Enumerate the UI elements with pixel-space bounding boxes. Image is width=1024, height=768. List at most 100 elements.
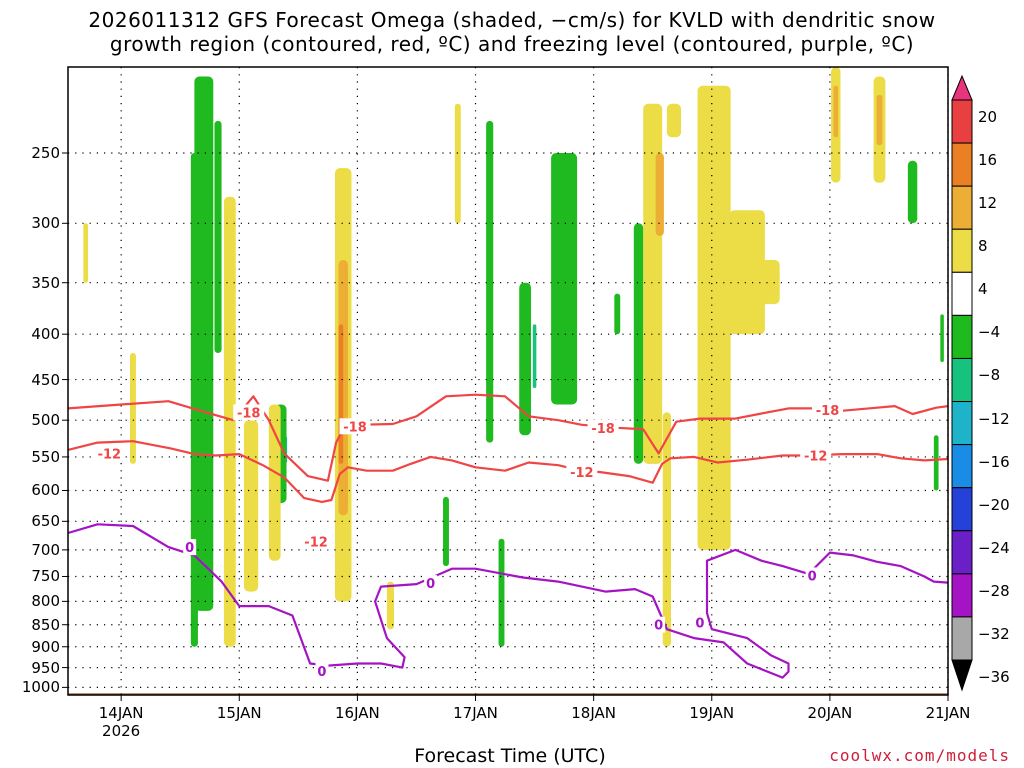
colorbar-label: −20 <box>978 495 1010 514</box>
colorbar-top-arrow <box>951 74 973 101</box>
y-tick-label-350: 350 <box>31 273 60 292</box>
colorbar-segment-3 <box>951 185 973 230</box>
omega-shade-region-18 <box>486 120 494 443</box>
omega-shade-region-10 <box>268 404 281 561</box>
omega-shade-region-39 <box>940 314 944 363</box>
y-tick-label-850: 850 <box>31 615 60 634</box>
colorbar-segment-5 <box>951 271 973 316</box>
colorbar-label: 12 <box>978 194 998 213</box>
contour-label-bg-0-3 <box>812 402 844 419</box>
contour-label-1-3: -12 <box>804 450 828 465</box>
x-tick-label-20JAN: 20JAN <box>807 704 853 722</box>
contour-label-1-0: -12 <box>98 447 122 462</box>
colorbar-bottom-arrow <box>951 659 973 692</box>
colorbar-label: 8 <box>978 237 988 256</box>
omega-shade-region-12 <box>83 223 89 283</box>
y-tick-label-500: 500 <box>31 411 60 430</box>
contour-label-bg-2-2 <box>424 575 438 592</box>
contour-label-1-1: -12 <box>304 536 328 551</box>
plot-frame <box>67 66 949 696</box>
omega-shade-region-37 <box>907 160 918 224</box>
y-tick-label-400: 400 <box>31 325 60 344</box>
omega-shade-region-27 <box>655 153 664 236</box>
colorbar-label: 16 <box>978 151 998 170</box>
y-tick-label-900: 900 <box>31 637 60 656</box>
y-tick-label-250: 250 <box>31 144 60 162</box>
contour-label-bg-0-1 <box>339 418 371 435</box>
omega-shade-region-17 <box>454 103 461 224</box>
omega-shade-region-23 <box>443 496 449 567</box>
y-tick-label-450: 450 <box>31 370 60 389</box>
contour-label-bg-1-3 <box>800 447 832 464</box>
omega-shade-region-16 <box>386 581 395 630</box>
omega-shade-region-32 <box>750 260 780 305</box>
x-tick-label-19JAN: 19JAN <box>689 704 735 722</box>
y-tick-label-700: 700 <box>31 540 60 559</box>
contour-label-2-0: 0 <box>185 541 194 556</box>
colorbar-segment-4 <box>951 228 973 273</box>
contour-label-2-2: 0 <box>426 577 435 592</box>
x-tick-label-14JAN: 14JAN <box>98 704 144 722</box>
colorbar-segment-13 <box>951 616 973 661</box>
chart-title-line-1: 2026011312 GFS Forecast Omega (shaded, −… <box>88 8 936 32</box>
colorbar-label: −36 <box>978 668 1010 686</box>
chart-title-line-2: growth region (contoured, red, ºC) and f… <box>109 32 915 56</box>
colorbar-segment-11 <box>951 530 973 575</box>
colorbar-segment-2 <box>951 142 973 187</box>
contour-label-bg-2-1 <box>315 662 329 679</box>
omega-shade-region-22 <box>498 538 505 647</box>
colorbar-segment-12 <box>951 573 973 618</box>
colorbar-label: −24 <box>978 538 1010 557</box>
colorbar-label: −12 <box>978 409 1010 428</box>
colorbar-segment-8 <box>951 401 973 446</box>
omega-shade-region-30 <box>697 85 731 550</box>
colorbar-label: −28 <box>978 581 1010 600</box>
colorbar-label: −8 <box>978 366 1001 385</box>
x-tick-label-15JAN: 15JAN <box>216 704 262 722</box>
contour-label-bg-0-0 <box>233 404 265 421</box>
omega-shade-region-11 <box>130 352 136 464</box>
colorbar-label: −16 <box>978 452 1010 471</box>
omega-shade-region-36 <box>876 94 883 146</box>
y-tick-label-300: 300 <box>31 214 60 233</box>
contour-label-bg-2-4 <box>693 614 707 631</box>
contour-label-bg-0-2 <box>587 419 619 436</box>
colorbar-segment-10 <box>951 487 973 532</box>
contour-label-bg-2-3 <box>652 616 666 633</box>
omega-shade-region-24 <box>614 293 621 335</box>
colorbar-label: 20 <box>978 108 998 126</box>
x-tick-label-21JAN: 21JAN <box>925 704 971 722</box>
omega-shade-region-15 <box>338 324 344 464</box>
contour-label-0-2: -18 <box>591 422 615 437</box>
contour-line-2 <box>67 523 949 679</box>
contour-label-0-0: -18 <box>237 406 261 421</box>
credit-link[interactable]: coolwx.com/models <box>829 746 1010 765</box>
x-axis-label: Forecast Time (UTC) <box>414 745 606 767</box>
omega-shade-region-5 <box>214 120 222 353</box>
omega-shade-region-21 <box>551 153 578 405</box>
y-tick-label-950: 950 <box>31 658 60 677</box>
contour-label-1-2: -12 <box>570 466 594 481</box>
colorbar-segment-7 <box>951 357 973 403</box>
x-tick-label-17JAN: 17JAN <box>453 704 498 722</box>
colorbar-label: −4 <box>978 323 1001 342</box>
omega-shade-region-25 <box>633 223 644 464</box>
omega-shade-region-19 <box>519 282 532 436</box>
contour-label-2-4: 0 <box>695 616 704 631</box>
y-tick-label-600: 600 <box>31 481 60 500</box>
omega-shade-region-20 <box>532 324 537 389</box>
colorbar-segment-1 <box>951 99 973 144</box>
omega-shade-region-3 <box>194 76 214 611</box>
contour-label-bg-2-0 <box>183 539 197 556</box>
contour-label-2-1: 0 <box>317 665 326 680</box>
y-tick-label-750: 750 <box>31 567 60 586</box>
contour-label-bg-1-2 <box>566 464 598 481</box>
x-axis-year-label: 2026 <box>102 722 141 740</box>
omega-shade-region-4 <box>190 153 198 647</box>
colorbar-label: −32 <box>978 624 1010 643</box>
contour-label-bg-1-0 <box>93 445 125 462</box>
omega-shade-region-8 <box>223 196 236 647</box>
y-tick-label-550: 550 <box>31 447 60 466</box>
contour-label-0-1: -18 <box>343 420 367 435</box>
omega-shade-region-9 <box>244 420 259 592</box>
